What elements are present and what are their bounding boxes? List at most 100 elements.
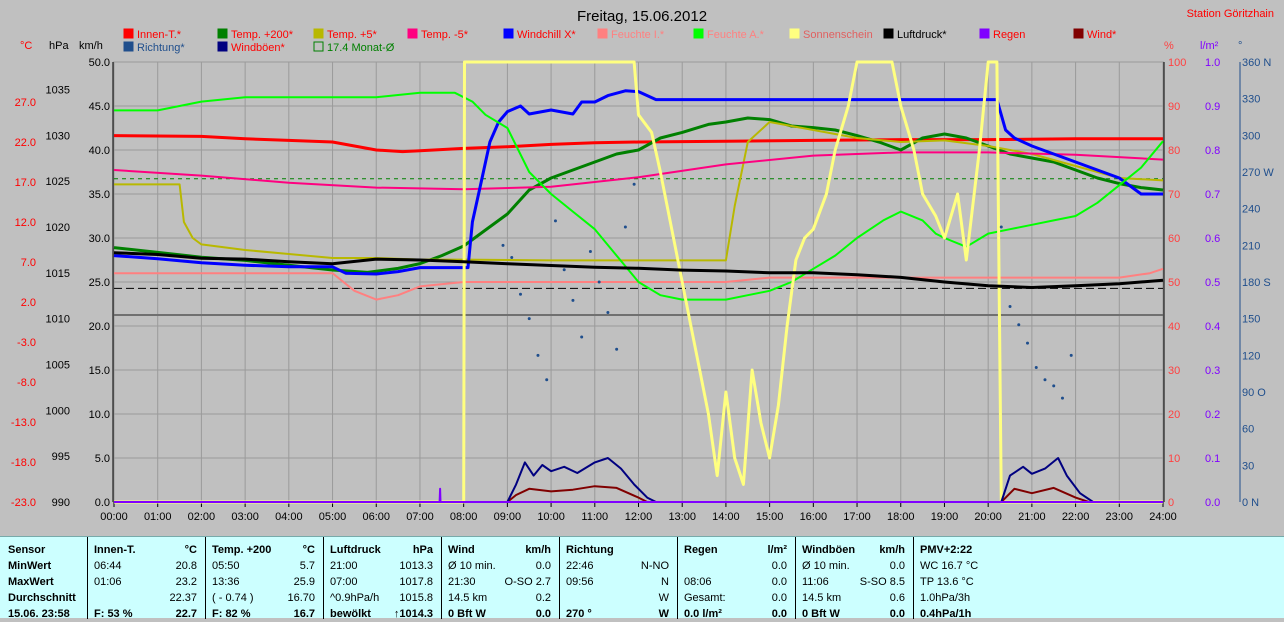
y-tick-label-direction_deg: 180 S [1242, 277, 1271, 289]
table-value: 1017.8 [399, 576, 433, 588]
column-header: Innen-T. [94, 544, 136, 556]
table-cell: 07:00 [330, 576, 358, 588]
legend-swatch [313, 28, 324, 39]
legend-swatch [123, 41, 134, 52]
y-tick-label-rain_lm2: 0.8 [1205, 145, 1220, 157]
direction-point [518, 292, 522, 296]
y-tick-label-temp_c: -13.0 [11, 417, 36, 429]
column-unit: km/h [525, 544, 551, 556]
column-header: Regen [684, 544, 718, 556]
table-column: Innen-T. °C 06:44 20.8 01:06 23.2 22.37 F: 53 %… [88, 537, 206, 620]
y-tick-label-pressure_hpa: 995 [52, 451, 70, 463]
row-label: MinWert [8, 560, 52, 572]
y-tick-label-temp_c: -18.0 [11, 457, 36, 469]
direction-point [615, 347, 619, 351]
table-column: Regen l/m² 0.0 08:06 0.0 Gesamt: 0.0 0.0 l/m² 0.… [678, 537, 796, 620]
x-tick-label: 16:00 [800, 511, 828, 523]
table-column: Wind km/h Ø 10 min. 0.0 21:30 O-SO 2.7 14.5 km… [442, 537, 560, 620]
y-tick-label-humidity_pct: 100 [1168, 57, 1186, 69]
table-column: Luftdruck hPa 21:00 1013.3 07:00 1017.8 ^0.9hP… [324, 537, 442, 620]
y-tick-label-direction_deg: 0 N [1242, 497, 1259, 509]
y-tick-label-humidity_pct: 60 [1168, 233, 1180, 245]
legend-swatch [123, 28, 134, 39]
table-value: 0.0 [535, 560, 551, 572]
table-value: 1015.8 [399, 592, 433, 604]
x-tick-label: 15:00 [756, 511, 784, 523]
table-cell: bewölkt [330, 608, 371, 620]
unit-label-humidity: % [1164, 40, 1174, 52]
table-value: 0.0 [889, 608, 905, 620]
table-cell: 11:06 [802, 576, 829, 588]
y-tick-label-pressure_hpa: 1035 [46, 85, 70, 97]
unit-label-direction: ° [1238, 40, 1242, 52]
x-tick-label: 24:00 [1149, 511, 1177, 523]
legend-label: Feuchte A.* [707, 29, 765, 41]
row-label: Sensor [8, 544, 46, 556]
legend-label: Luftdruck* [897, 29, 947, 41]
legend-label: Windböen* [231, 42, 286, 54]
y-tick-label-rain_lm2: 0.5 [1205, 277, 1220, 289]
y-tick-label-humidity_pct: 90 [1168, 101, 1180, 113]
column-header: Windböen [802, 544, 856, 556]
x-tick-label: 00:00 [100, 511, 128, 523]
series-line [114, 487, 1163, 503]
table-value: 0.6 [889, 592, 905, 604]
direction-point [632, 182, 636, 186]
y-tick-label-temp_c: 12.0 [15, 217, 36, 229]
direction-point [1052, 384, 1056, 388]
y-tick-label-wind_kmh: 20.0 [89, 321, 110, 333]
legend-label: Temp. -5* [421, 29, 469, 41]
table-value: 0.0 [771, 608, 787, 620]
y-tick-label-temp_c: -3.0 [17, 337, 36, 349]
direction-point [1034, 366, 1038, 370]
table-cell: 05:50 [212, 560, 240, 572]
legend-label: 17.4 Monat-Ø [327, 42, 395, 54]
table-cell: 0.0 l/m² [684, 608, 722, 620]
unit-label-pressure: hPa [49, 40, 69, 52]
y-tick-label-temp_c: 7.0 [21, 257, 36, 269]
table-column: Temp. +200 °C 05:50 5.7 13:36 25.9 ( - 0.74 ) 1… [206, 537, 324, 620]
y-tick-label-temp_c: -8.0 [17, 377, 36, 389]
row-label: MaxWert [8, 576, 54, 588]
y-tick-label-direction_deg: 270 W [1242, 167, 1274, 179]
y-tick-label-pressure_hpa: 1000 [46, 405, 70, 417]
legend-label: Feuchte I.* [611, 29, 665, 41]
legend-label: Wind* [1087, 29, 1117, 41]
table-value: N-NO [640, 560, 669, 572]
x-tick-label: 18:00 [887, 511, 915, 523]
x-tick-label: 21:00 [1018, 511, 1046, 523]
y-tick-label-wind_kmh: 30.0 [89, 233, 110, 245]
table-value: 0.0 [535, 608, 551, 620]
chart-title: Freitag, 15.06.2012 [577, 8, 707, 25]
table-cell: 21:00 [330, 560, 358, 572]
table-value: 0.0 [771, 592, 787, 604]
y-tick-label-direction_deg: 360 N [1242, 57, 1271, 69]
y-tick-label-rain_lm2: 0.6 [1205, 233, 1220, 245]
y-tick-label-wind_kmh: 10.0 [89, 409, 110, 421]
direction-point [1008, 304, 1012, 308]
table-value: S-SO 8.5 [859, 576, 905, 588]
table-cell: 08:06 [684, 576, 712, 588]
direction-point [501, 243, 505, 247]
table-value: N [661, 576, 669, 588]
legend-label: Richtung* [137, 42, 185, 54]
column-header: Richtung [566, 544, 614, 556]
unit-label-rain: l/m² [1200, 40, 1219, 52]
table-cell: 21:30 [448, 576, 476, 588]
statistics-table: Sensor MinWert MaxWert Durchschnitt 15.06. 2… [0, 536, 1284, 620]
direction-point [1060, 396, 1064, 400]
legend-label: Windchill X* [517, 29, 576, 41]
series-line [113, 134, 1163, 154]
x-tick-label: 17:00 [843, 511, 871, 523]
column-unit: °C [184, 544, 197, 556]
series-line [113, 151, 1164, 191]
y-tick-label-humidity_pct: 20 [1168, 409, 1180, 421]
table-cell: 0 Bft W [448, 608, 486, 620]
direction-point [536, 353, 540, 357]
legend-swatch [217, 28, 228, 39]
table-column: PMV+2:22 WC 16.7 °C TP 13.6 °C 1.0hPa/3h 0.4… [914, 537, 1284, 620]
column-header: Wind [448, 544, 475, 556]
y-tick-label-pressure_hpa: 990 [52, 497, 70, 509]
y-tick-label-temp_c: 27.0 [15, 97, 36, 109]
legend-swatch [407, 28, 418, 39]
